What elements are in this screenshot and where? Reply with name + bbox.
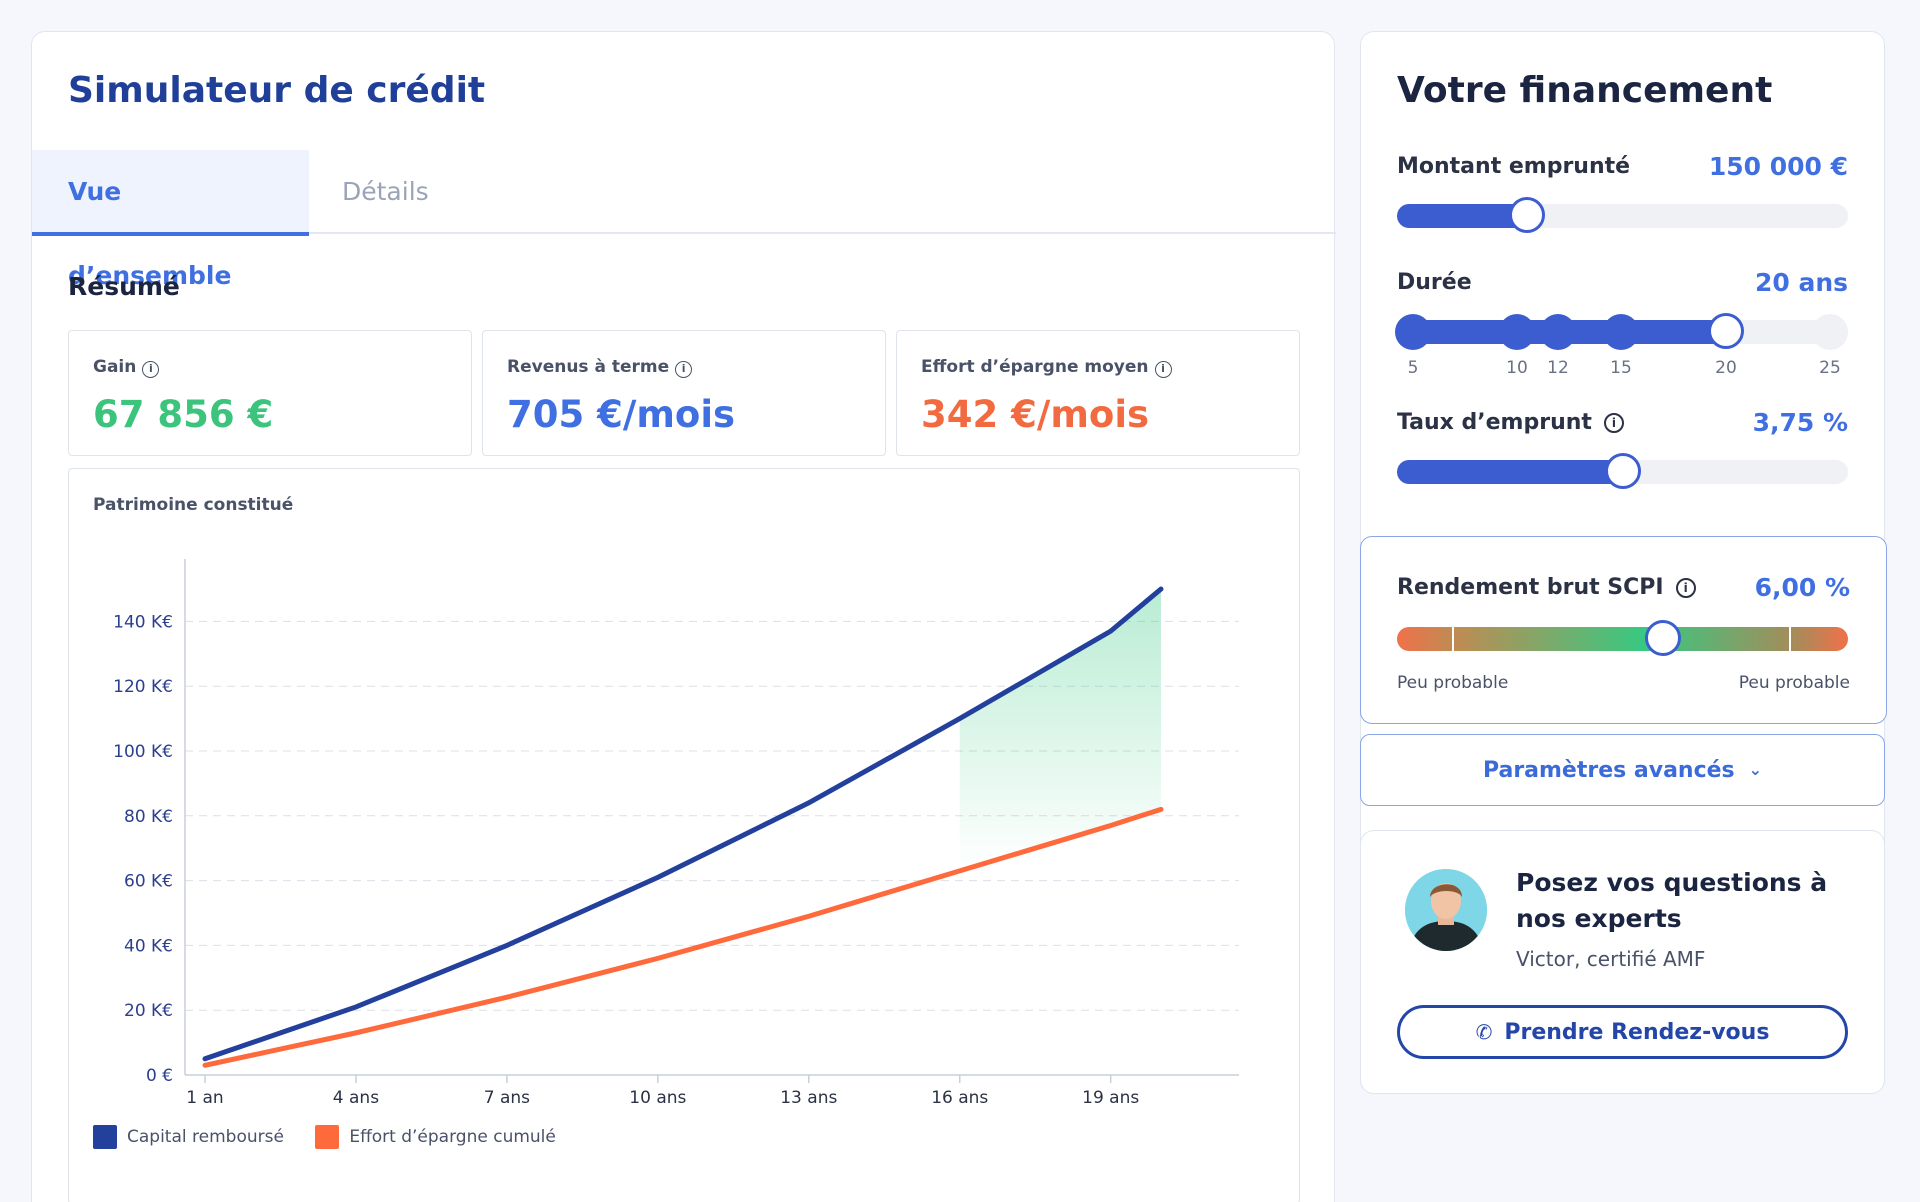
info-icon[interactable]: i [1675,578,1696,598]
y-tick-label: 120 K€ [113,677,173,697]
step-dot[interactable] [1395,314,1431,350]
slider-thumb[interactable] [1509,197,1545,233]
phone-icon: ✆ [1475,1020,1493,1044]
kpi-gain: Gain i 67 856 € [68,330,472,456]
duration-tick: 5 [1407,358,1419,378]
book-appointment-button[interactable]: ✆ Prendre Rendez-vous [1397,1005,1848,1059]
amount-slider[interactable] [1397,197,1848,233]
slider-fill [1397,460,1623,484]
page-title: Simulateur de crédit [68,70,486,111]
high-probability-label: Peu probable [1738,673,1850,693]
duration-tick: 12 [1547,358,1569,378]
x-tick-label: 4 ans [333,1088,379,1108]
info-icon[interactable]: i [1154,361,1172,378]
kpi-value: 67 856 € [93,393,274,436]
duration-tick: 10 [1506,358,1528,378]
scpi-value: 6,00 % [1754,573,1850,602]
scpi-label: Rendement brut SCPI [1397,575,1664,600]
x-tick-label: 1 an [186,1088,223,1108]
expert-card: Posez vos questions à nos experts Victor… [1360,830,1885,1094]
amount-value: 150 000 € [1708,152,1848,181]
summary-title: Résumé [68,272,180,301]
tab-details[interactable]: Détails [342,177,429,206]
scpi-panel: Rendement brut SCPI i 6,00 % Peu probable… [1360,536,1887,724]
amount-label: Montant emprunté [1397,154,1631,179]
expert-subtitle: Victor, certifié AMF [1516,947,1706,971]
legend-swatch [93,1125,117,1149]
legend-label: Capital remboursé [127,1127,284,1147]
y-tick-label: 140 K€ [113,612,173,632]
gain-area [959,589,1161,871]
series-line-capital [202,586,1164,1062]
y-tick-label: 0 € [146,1066,173,1086]
duration-tick: 25 [1819,358,1841,378]
slider-thumb[interactable] [1645,620,1681,656]
duration-tick: 15 [1610,358,1632,378]
duration-slider[interactable] [1395,313,1848,350]
slider-thumb[interactable] [1708,313,1744,349]
duration-tick: 20 [1715,358,1737,378]
kpi-value: 705 €/mois [507,393,736,436]
scpi-label-row: Rendement brut SCPI i [1397,575,1696,600]
kpi-value: 342 €/mois [921,393,1150,436]
y-tick-label: 100 K€ [113,742,173,762]
step-dot[interactable] [1812,314,1848,350]
tab-overview[interactable]: Vue d’ensemble [32,150,309,290]
step-dot[interactable] [1540,314,1576,350]
legend-label: Effort d’épargne cumulé [349,1127,556,1147]
step-dot[interactable] [1603,314,1639,350]
slider-fill [1397,204,1527,228]
x-tick-label: 10 ans [629,1088,686,1108]
y-tick-label: 80 K€ [124,807,173,827]
wealth-chart: 0 € 20 K€ 40 K€ 60 K€ 80 K€ 100 K€ 120 K€ 140 K… [68,468,1300,1202]
rate-value: 3,75 % [1752,408,1848,437]
x-tick-label: 16 ans [931,1088,988,1108]
rate-label-row: Taux d’emprunt i [1397,410,1624,435]
x-tick-label: 13 ans [780,1088,837,1108]
advanced-settings-label: Paramètres avancés [1482,758,1735,783]
duration-label: Durée [1397,270,1472,295]
x-tick-label: 19 ans [1082,1088,1139,1108]
step-dot[interactable] [1499,314,1535,350]
legend-item-effort[interactable]: Effort d’épargne cumulé [315,1125,556,1149]
chevron-down-icon: ⌄ [1748,760,1763,779]
low-probability-label: Peu probable [1397,673,1509,693]
y-tick-label: 40 K€ [124,936,173,956]
legend-swatch [315,1125,340,1149]
kpi-label: Revenus à terme [507,357,670,377]
chart-legend: Capital remboursé Effort d’épargne cumul… [93,1125,582,1149]
legend-item-capital[interactable]: Capital remboursé [93,1125,284,1149]
info-icon[interactable]: i [675,361,693,378]
financing-title: Votre financement [1397,70,1773,111]
y-tick-label: 60 K€ [124,872,173,892]
scpi-slider[interactable] [1397,620,1848,656]
info-icon[interactable]: i [142,361,160,378]
range-marker [1452,627,1454,651]
rate-slider[interactable] [1397,453,1848,489]
kpi-label: Effort d’épargne moyen [921,357,1149,377]
rate-label: Taux d’emprunt [1397,410,1592,435]
kpi-revenue: Revenus à terme i 705 €/mois [482,330,886,456]
simulator-card: Simulateur de crédit Vue d’ensemble Déta… [31,31,1336,1202]
chart-title: Patrimoine constitué [93,495,294,515]
x-tick-label: 7 ans [484,1088,530,1108]
expert-title: Posez vos questions à nos experts [1516,868,1828,933]
book-appointment-label: Prendre Rendez-vous [1504,1020,1770,1045]
y-tick-label: 20 K€ [124,1001,173,1021]
chart-canvas: 0 € 20 K€ 40 K€ 60 K€ 80 K€ 100 K€ 120 K€ 140 K… [113,559,1239,1108]
duration-value: 20 ans [1754,268,1848,297]
slider-thumb[interactable] [1605,453,1641,489]
range-marker [1789,627,1791,651]
kpi-effort: Effort d’épargne moyen i 342 €/mois [896,330,1300,456]
series-line-effort [202,806,1164,1068]
kpi-label: Gain [93,357,137,377]
avatar [1405,869,1487,951]
advanced-settings-button[interactable]: Paramètres avancés ⌄ [1360,734,1885,806]
tab-bar: Vue d’ensemble Détails [32,150,1336,290]
info-icon[interactable]: i [1603,413,1624,433]
